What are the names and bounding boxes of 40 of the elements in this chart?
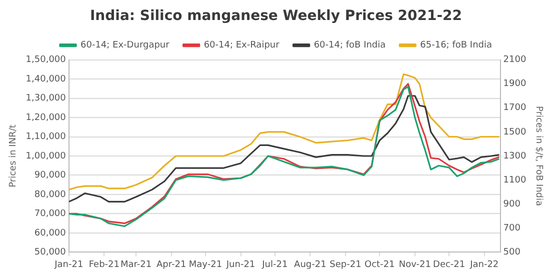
y2-tick-label: 700 xyxy=(503,223,521,234)
x-tick-label: Jul-21 xyxy=(261,260,288,270)
legend-label: 60-14; Ex-Durgapur xyxy=(80,40,170,51)
x-tick-label: Dec-21 xyxy=(433,260,466,270)
y2-tick-label: 900 xyxy=(503,199,521,210)
y-axis-title: Prices in INR/t xyxy=(8,124,19,188)
legend-label: 60-14; foB India xyxy=(314,40,386,51)
y2-tick-label: 1300 xyxy=(503,151,526,162)
chart-title: India: Silico manganese Weekly Prices 2021-22 xyxy=(90,8,462,24)
y-tick-label: 1,10,000 xyxy=(26,132,66,142)
y2-tick-label: 500 xyxy=(503,248,521,258)
y-tick-label: 80,000 xyxy=(34,190,66,200)
x-tick-label: Apr-21 xyxy=(156,260,186,270)
legend-label: 65-16; foB India xyxy=(420,40,492,51)
y-tick-label: 1,00,000 xyxy=(26,151,66,162)
x-tick-label: Aug-21 xyxy=(294,260,326,270)
y-tick-label: 90,000 xyxy=(34,170,66,181)
y-tick-label: 1,40,000 xyxy=(26,74,66,84)
x-tick-label: Sep-21 xyxy=(330,260,362,270)
y2-tick-label: 1700 xyxy=(503,103,526,114)
y-tick-label: 1,50,000 xyxy=(26,55,66,66)
x-tick-label: May-21 xyxy=(188,260,222,270)
y-tick-label: 1,20,000 xyxy=(26,112,66,123)
x-tick-label: Oct-21 xyxy=(364,260,395,270)
x-tick-label: Nov-21 xyxy=(398,260,431,270)
y2-tick-label: 2100 xyxy=(503,55,526,66)
x-tick-label: Feb-21 xyxy=(88,260,120,270)
y2-tick-label: 1100 xyxy=(503,175,526,186)
y2-tick-label: 1900 xyxy=(503,79,526,90)
y-tick-label: 1,30,000 xyxy=(26,94,66,104)
x-tick-label: Jun-21 xyxy=(225,260,256,270)
legend-label: 60-14; Ex-Raipur xyxy=(204,40,280,51)
x-tick-label: Mar-21 xyxy=(120,260,152,270)
y-tick-label: 60,000 xyxy=(34,228,66,238)
y2-axis-title: Prices in $/t, FoB India xyxy=(533,106,544,206)
x-tick-label: Jan-22 xyxy=(469,260,499,270)
y-tick-label: 70,000 xyxy=(34,209,66,220)
y2-tick-label: 1500 xyxy=(503,127,526,138)
y-tick-label: 50,000 xyxy=(34,248,66,258)
x-tick-label: Jan-21 xyxy=(54,260,84,270)
